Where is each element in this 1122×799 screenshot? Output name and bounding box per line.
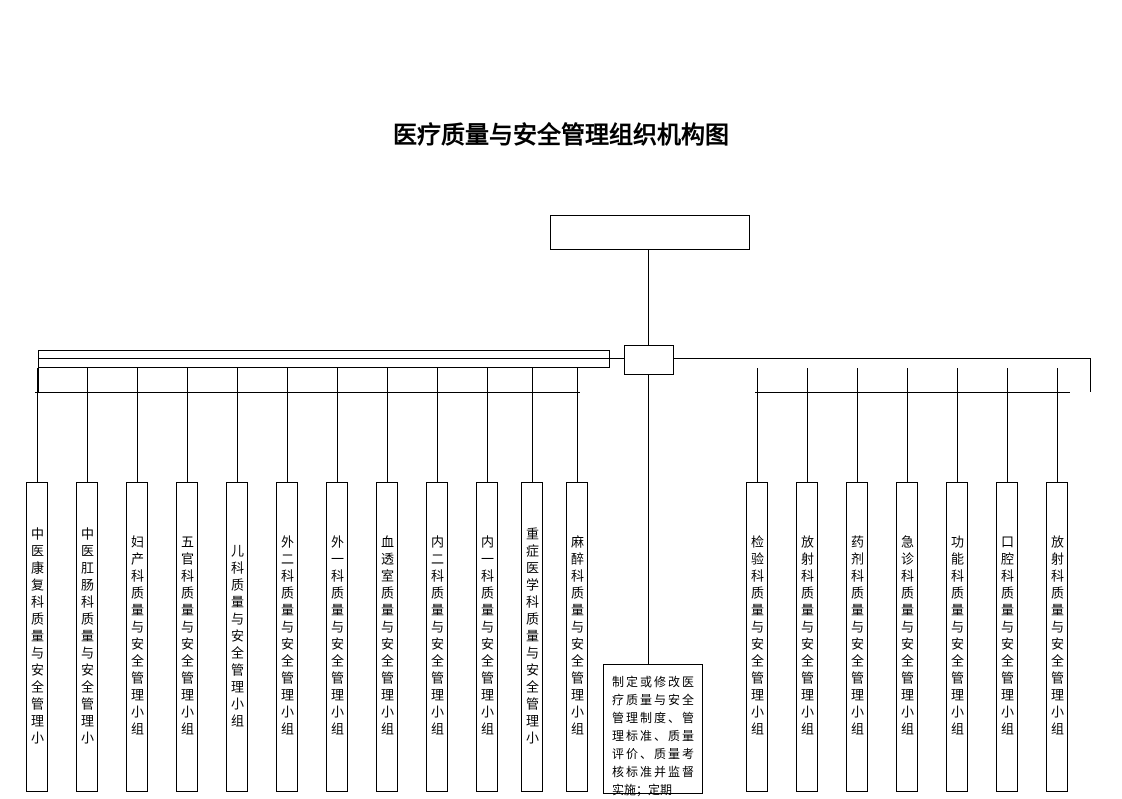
frame-connector (1090, 358, 1091, 392)
leaf-node: 儿科质量与安全管理小组 (226, 482, 248, 792)
leaf-up-connector (857, 368, 858, 392)
leaf-node: 内二科质量与安全管理小组 (426, 482, 448, 792)
leaf-node: 五官科质量与安全管理小组 (176, 482, 198, 792)
leaf-up-connector (957, 368, 958, 392)
leaf-up-connector (437, 368, 438, 392)
leaf-node: 外一科质量与安全管理小组 (326, 482, 348, 792)
leaf-node: 外二科质量与安全管理小组 (276, 482, 298, 792)
leaf-connector (757, 392, 758, 482)
leaf-node: 药剂科质量与安全管理小组 (846, 482, 868, 792)
branches-container: 中医康复科质量与安全管理小 中医肛肠科质量与安全管理小 妇产科质量与安全管理小组 五官… (20, 392, 1102, 792)
leaf-connector (337, 392, 338, 482)
leaf-connector (237, 392, 238, 482)
leaf-node: 检验科质量与安全管理小组 (746, 482, 768, 792)
leaf-up-connector (1007, 368, 1008, 392)
leaf-up-connector (807, 368, 808, 392)
leaf-up-connector (287, 368, 288, 392)
frame-connector (38, 368, 39, 392)
leaf-node: 功能科质量与安全管理小组 (946, 482, 968, 792)
leaf-node: 中医康复科质量与安全管理小 (26, 482, 48, 792)
h-line-left (38, 358, 624, 359)
leaf-connector (487, 392, 488, 482)
leaf-connector (957, 392, 958, 482)
leaf-connector (437, 392, 438, 482)
left-frame-box (38, 350, 610, 368)
leaf-connector (37, 392, 38, 482)
h-line-right (674, 358, 1090, 359)
leaf-node: 血透室质量与安全管理小组 (376, 482, 398, 792)
leaf-up-connector (337, 368, 338, 392)
leaf-connector (137, 392, 138, 482)
leaf-up-connector (237, 368, 238, 392)
chart-title: 医疗质量与安全管理组织机构图 (0, 115, 1122, 150)
connector-v1 (648, 250, 649, 345)
leaf-node: 麻醉科质量与安全管理小组 (566, 482, 588, 792)
leaf-node: 放射科质量与安全管理小组 (796, 482, 818, 792)
leaf-connector (87, 392, 88, 482)
mid-node-box (624, 345, 674, 375)
leaf-up-connector (757, 368, 758, 392)
leaf-up-connector (907, 368, 908, 392)
leaf-up-connector (532, 368, 533, 392)
leaf-up-connector (87, 368, 88, 392)
leaf-node: 重症医学科质量与安全管理小 (521, 482, 543, 792)
leaf-connector (1007, 392, 1008, 482)
leaf-node: 口腔科质量与安全管理小组 (996, 482, 1018, 792)
leaf-up-connector (487, 368, 488, 392)
leaf-up-connector (1057, 368, 1058, 392)
frame-connector (38, 358, 39, 368)
leaf-connector (807, 392, 808, 482)
leaf-node: 急诊科质量与安全管理小组 (896, 482, 918, 792)
leaf-connector (187, 392, 188, 482)
leaf-connector (1057, 392, 1058, 482)
leaf-connector (577, 392, 578, 482)
leaf-up-connector (187, 368, 188, 392)
leaf-node: 放射科质量与安全管理小组 (1046, 482, 1068, 792)
leaf-connector (907, 392, 908, 482)
top-node-box (550, 215, 750, 250)
leaf-connector (287, 392, 288, 482)
description-box: 制定或修改医疗质量与安全管理制度、管理标准、质量评价、质量考核标准并监督实施；定… (603, 664, 703, 794)
leaf-node: 妇产科质量与安全管理小组 (126, 482, 148, 792)
leaf-connector (857, 392, 858, 482)
leaf-node: 中医肛肠科质量与安全管理小 (76, 482, 98, 792)
branch-h-line (755, 392, 1070, 393)
leaf-up-connector (137, 368, 138, 392)
branch-h-line (35, 392, 580, 393)
leaf-node: 内一科质量与安全管理小组 (476, 482, 498, 792)
leaf-connector (532, 392, 533, 482)
leaf-up-connector (577, 368, 578, 392)
leaf-up-connector (387, 368, 388, 392)
leaf-connector (387, 392, 388, 482)
